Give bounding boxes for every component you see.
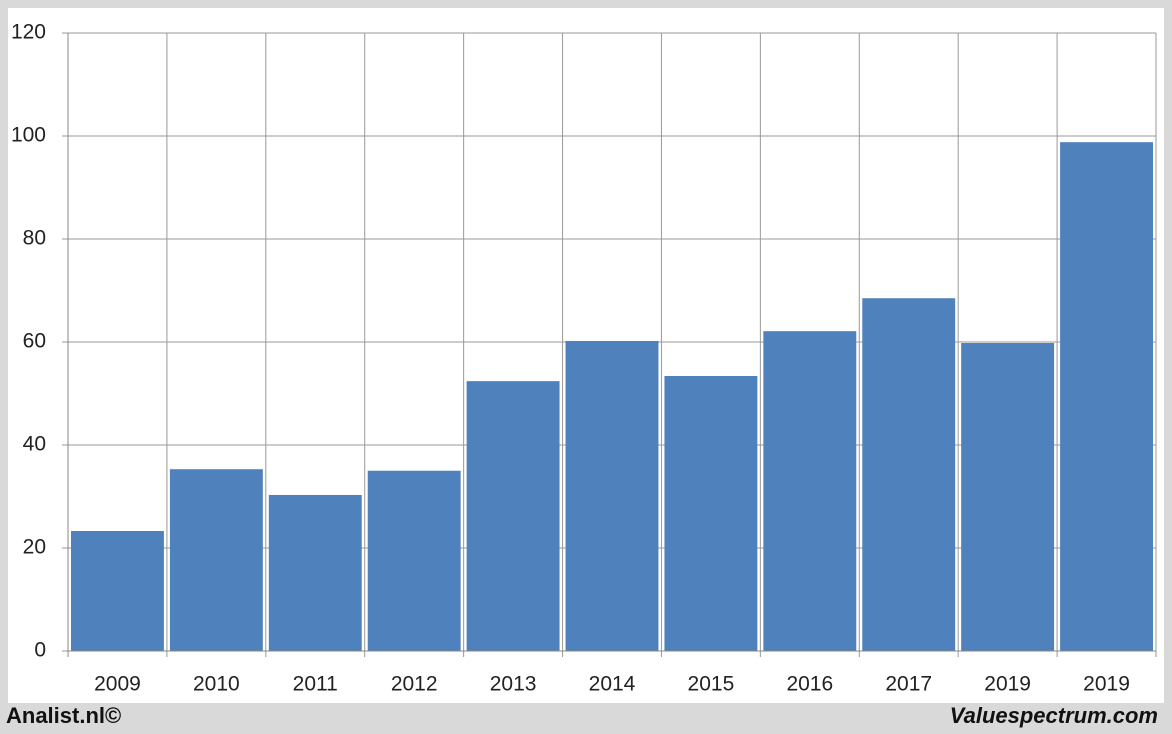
x-tick-label: 2017	[885, 673, 932, 696]
x-tick-label: 2014	[589, 673, 636, 696]
bar	[268, 494, 362, 651]
x-tick-label: 2015	[688, 673, 735, 696]
x-tick-label: 2012	[391, 673, 438, 696]
bar	[71, 531, 164, 651]
bar	[664, 375, 758, 651]
bar	[961, 343, 1055, 651]
bar	[367, 470, 461, 651]
y-tick-label: 120	[11, 21, 46, 44]
x-tick-label: 2011	[293, 673, 338, 696]
x-tick-label: 2009	[94, 673, 141, 696]
bar	[169, 469, 263, 651]
bar	[862, 298, 956, 651]
x-tick-label: 2019	[984, 673, 1031, 696]
x-tick-label: 2019	[1083, 673, 1130, 696]
bar	[1060, 142, 1153, 651]
source-left: Analist.nl©	[6, 703, 121, 728]
bar	[763, 331, 857, 651]
y-tick-label: 80	[23, 227, 46, 250]
y-tick-label: 60	[23, 330, 46, 353]
x-tick-label: 2013	[490, 673, 537, 696]
x-tick-label: 2016	[786, 673, 833, 696]
x-tick-label: 2010	[193, 673, 240, 696]
y-tick-label: 40	[23, 433, 46, 456]
source-right: Valuespectrum.com	[950, 703, 1158, 728]
y-tick-label: 100	[11, 124, 46, 147]
bar	[466, 381, 560, 651]
y-tick-label: 0	[34, 639, 46, 662]
bar	[565, 340, 659, 651]
y-tick-label: 20	[23, 536, 46, 559]
